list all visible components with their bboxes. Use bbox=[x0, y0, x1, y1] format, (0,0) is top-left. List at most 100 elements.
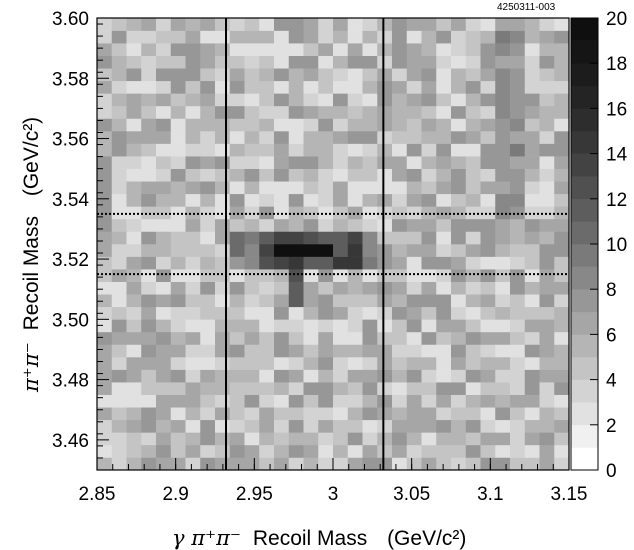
heatmap-cell bbox=[170, 218, 186, 232]
heatmap-cell bbox=[259, 55, 275, 69]
heatmap-cell bbox=[126, 444, 142, 458]
heatmap-cell bbox=[539, 93, 555, 107]
heatmap-cell bbox=[392, 231, 408, 245]
heatmap-cell bbox=[362, 231, 378, 245]
heatmap-cell bbox=[170, 118, 186, 132]
colorbar-tick-label: 10 bbox=[606, 235, 627, 256]
heatmap-cell bbox=[288, 369, 304, 383]
heatmap-cell bbox=[185, 244, 201, 257]
heatmap-cell bbox=[185, 55, 201, 69]
heatmap-cell bbox=[465, 181, 481, 195]
heatmap-cell bbox=[274, 43, 290, 56]
heatmap-cell bbox=[510, 394, 526, 408]
heatmap-cell bbox=[347, 256, 363, 270]
heatmap-cell bbox=[111, 281, 127, 295]
y-tick-label: 3.58 bbox=[52, 69, 89, 90]
heatmap-cell bbox=[392, 306, 408, 320]
heatmap-cell bbox=[421, 407, 437, 421]
heatmap-cell bbox=[111, 457, 127, 471]
heatmap-cell bbox=[97, 206, 113, 220]
heatmap-cell bbox=[111, 394, 127, 408]
heatmap-cell bbox=[200, 444, 216, 458]
colorbar-tick-label: 12 bbox=[606, 190, 627, 211]
heatmap-cell bbox=[333, 68, 349, 82]
heatmap-cell bbox=[185, 168, 201, 182]
heatmap-cell bbox=[97, 294, 113, 308]
heatmap-cell bbox=[111, 193, 127, 207]
heatmap-cell bbox=[421, 231, 437, 245]
heatmap-cell bbox=[288, 131, 304, 144]
heatmap-cell bbox=[274, 118, 290, 132]
heatmap-cell bbox=[347, 206, 363, 220]
heatmap-cell bbox=[274, 369, 290, 383]
heatmap-cell bbox=[539, 344, 555, 358]
heatmap-cell bbox=[244, 206, 260, 220]
heatmap-cell bbox=[377, 457, 393, 471]
heatmap-cell bbox=[126, 407, 142, 421]
heatmap-cell bbox=[141, 118, 157, 132]
heatmap-cell bbox=[539, 143, 555, 157]
heatmap-cell bbox=[229, 306, 245, 320]
heatmap-cell bbox=[274, 193, 290, 207]
heatmap-cell bbox=[288, 269, 304, 282]
heatmap-cell bbox=[318, 269, 334, 282]
heatmap-cell bbox=[451, 80, 467, 94]
heatmap-cell bbox=[406, 30, 422, 44]
heatmap-cell bbox=[200, 256, 216, 270]
heatmap-cell bbox=[406, 394, 422, 408]
heatmap-cell bbox=[200, 407, 216, 421]
heatmap-cell bbox=[215, 43, 231, 56]
heatmap-cell bbox=[495, 331, 511, 345]
heatmap-cell bbox=[392, 394, 408, 408]
heatmap-cell bbox=[215, 269, 231, 282]
heatmap-cell bbox=[406, 80, 422, 94]
heatmap-cell bbox=[377, 407, 393, 421]
y-axis-label-text: Recoil Mass bbox=[20, 216, 43, 330]
heatmap-cell bbox=[229, 256, 245, 270]
heatmap-cell bbox=[200, 394, 216, 408]
heatmap-cell bbox=[156, 43, 172, 56]
heatmap-cell bbox=[215, 193, 231, 207]
heatmap-cell bbox=[244, 407, 260, 421]
heatmap-cell bbox=[421, 457, 437, 471]
heatmap-cell bbox=[406, 231, 422, 245]
heatmap-cell bbox=[141, 18, 157, 31]
heatmap-cell bbox=[524, 80, 540, 94]
heatmap-cell bbox=[244, 30, 260, 44]
heatmap-cell bbox=[495, 344, 511, 358]
heatmap-cell bbox=[141, 432, 157, 446]
heatmap-cell bbox=[200, 281, 216, 295]
heatmap-cell bbox=[318, 256, 334, 270]
heatmap-cell bbox=[392, 55, 408, 69]
colorbar-tick-label: 18 bbox=[606, 54, 627, 75]
heatmap-cell bbox=[318, 331, 334, 345]
heatmap-cell bbox=[274, 156, 290, 169]
heatmap-cell bbox=[126, 68, 142, 82]
heatmap-cell bbox=[347, 80, 363, 94]
heatmap-cell bbox=[259, 357, 275, 370]
heatmap-cell bbox=[111, 444, 127, 458]
heatmap-cell bbox=[377, 118, 393, 132]
heatmap-cell bbox=[480, 432, 496, 446]
heatmap-cell bbox=[377, 244, 393, 257]
heatmap-cell bbox=[244, 118, 260, 132]
heatmap-cell bbox=[126, 432, 142, 446]
heatmap-cell bbox=[288, 231, 304, 245]
heatmap-cell bbox=[554, 68, 570, 82]
heatmap-cell bbox=[362, 357, 378, 370]
heatmap-cell bbox=[362, 444, 378, 458]
heatmap-cell bbox=[141, 269, 157, 282]
heatmap-cell bbox=[451, 218, 467, 232]
heatmap-cell bbox=[465, 206, 481, 220]
heatmap-cell bbox=[495, 143, 511, 157]
heatmap-cell bbox=[318, 369, 334, 383]
heatmap-cell bbox=[465, 68, 481, 82]
heatmap-cell bbox=[495, 168, 511, 182]
heatmap-cell bbox=[288, 244, 304, 257]
heatmap-cell bbox=[554, 419, 570, 433]
heatmap-cell bbox=[229, 30, 245, 44]
heatmap-cell bbox=[111, 218, 127, 232]
heatmap-cell bbox=[539, 382, 555, 395]
heatmap-cell bbox=[554, 269, 570, 282]
heatmap-cell bbox=[524, 18, 540, 31]
